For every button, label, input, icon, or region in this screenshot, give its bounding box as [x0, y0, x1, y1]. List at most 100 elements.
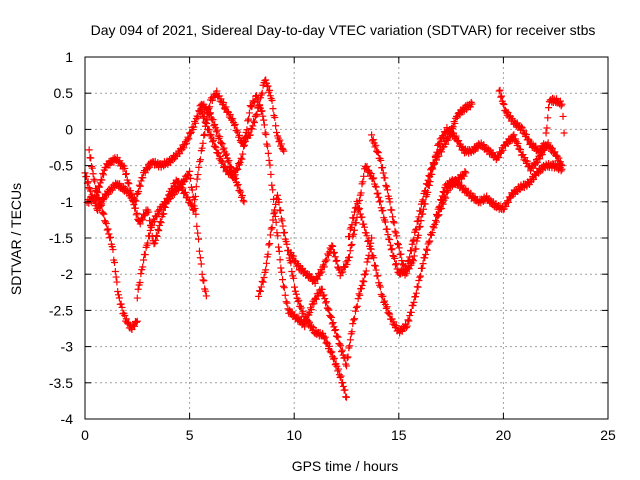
data-point — [436, 202, 444, 210]
data-point — [442, 140, 450, 148]
data-point — [99, 169, 107, 177]
data-point — [353, 302, 361, 310]
data-point — [204, 109, 212, 117]
data-point — [412, 293, 420, 301]
data-point — [433, 212, 441, 220]
data-point — [520, 127, 528, 135]
data-point — [293, 313, 301, 321]
data-point — [310, 300, 318, 308]
data-point — [130, 201, 138, 209]
data-point — [318, 268, 326, 276]
data-point — [399, 261, 407, 269]
data-point — [288, 268, 296, 276]
data-point — [328, 320, 336, 328]
data-point — [485, 195, 493, 203]
data-point — [269, 105, 277, 113]
data-point — [339, 379, 347, 387]
satellite-track-11 — [495, 86, 568, 157]
data-point — [266, 86, 274, 94]
data-point — [366, 168, 374, 176]
data-point — [535, 149, 543, 157]
data-point — [419, 260, 427, 268]
data-point — [407, 247, 415, 255]
data-point — [264, 250, 272, 258]
data-point — [266, 240, 274, 248]
data-point — [408, 240, 416, 248]
data-point — [201, 118, 209, 126]
data-point — [233, 164, 241, 172]
data-point — [156, 218, 164, 226]
data-point — [246, 131, 254, 139]
data-point — [258, 107, 266, 115]
data-point — [189, 193, 197, 201]
satellite-track-6 — [255, 191, 350, 401]
data-point — [432, 210, 440, 218]
data-point — [277, 264, 285, 272]
data-point — [523, 157, 531, 165]
data-point — [236, 186, 244, 194]
data-point — [315, 289, 323, 297]
data-point — [545, 104, 553, 112]
data-point — [321, 295, 329, 303]
data-point — [102, 220, 110, 228]
data-point — [314, 275, 322, 283]
data-point — [195, 163, 203, 171]
data-point — [422, 250, 430, 258]
data-point — [405, 317, 413, 325]
data-point — [497, 93, 505, 101]
data-point — [345, 233, 353, 241]
data-point — [384, 231, 392, 239]
data-point — [511, 137, 519, 145]
data-point — [358, 213, 366, 221]
data-point — [455, 137, 463, 145]
data-point — [429, 165, 437, 173]
data-point — [356, 291, 364, 299]
data-point — [253, 110, 261, 118]
data-point — [413, 237, 421, 245]
data-point — [122, 170, 130, 178]
data-point — [239, 196, 247, 204]
data-point — [356, 210, 364, 218]
data-point — [445, 181, 453, 189]
data-point — [216, 133, 224, 141]
data-point — [341, 386, 349, 394]
data-point — [370, 254, 378, 262]
data-point — [95, 182, 103, 190]
data-point — [351, 307, 359, 315]
data-point — [299, 307, 307, 315]
data-point — [220, 104, 228, 112]
data-point — [252, 111, 260, 119]
data-point — [329, 319, 337, 327]
data-point — [372, 141, 380, 149]
data-point — [180, 144, 188, 152]
data-point — [207, 130, 215, 138]
data-point — [111, 267, 119, 275]
data-point — [260, 116, 268, 124]
data-point — [381, 218, 389, 226]
data-point — [392, 229, 400, 237]
data-point — [460, 172, 468, 180]
data-point — [557, 102, 565, 110]
data-point — [219, 158, 227, 166]
data-point — [449, 123, 457, 131]
data-point — [116, 157, 124, 165]
data-point — [544, 114, 552, 122]
data-point — [281, 291, 289, 299]
axis-ticks — [84, 56, 609, 420]
x-tick-label: 20 — [496, 427, 512, 443]
data-point — [301, 313, 309, 321]
data-point — [193, 175, 201, 183]
data-point — [196, 156, 204, 164]
data-point — [139, 263, 147, 271]
data-point — [346, 342, 354, 350]
data-point — [329, 242, 337, 250]
data-point — [439, 188, 447, 196]
data-point — [355, 205, 363, 213]
data-point — [107, 233, 115, 241]
data-point — [100, 194, 108, 202]
data-point — [359, 178, 367, 186]
data-point — [451, 119, 459, 127]
data-point — [278, 217, 286, 225]
data-point — [360, 278, 368, 286]
